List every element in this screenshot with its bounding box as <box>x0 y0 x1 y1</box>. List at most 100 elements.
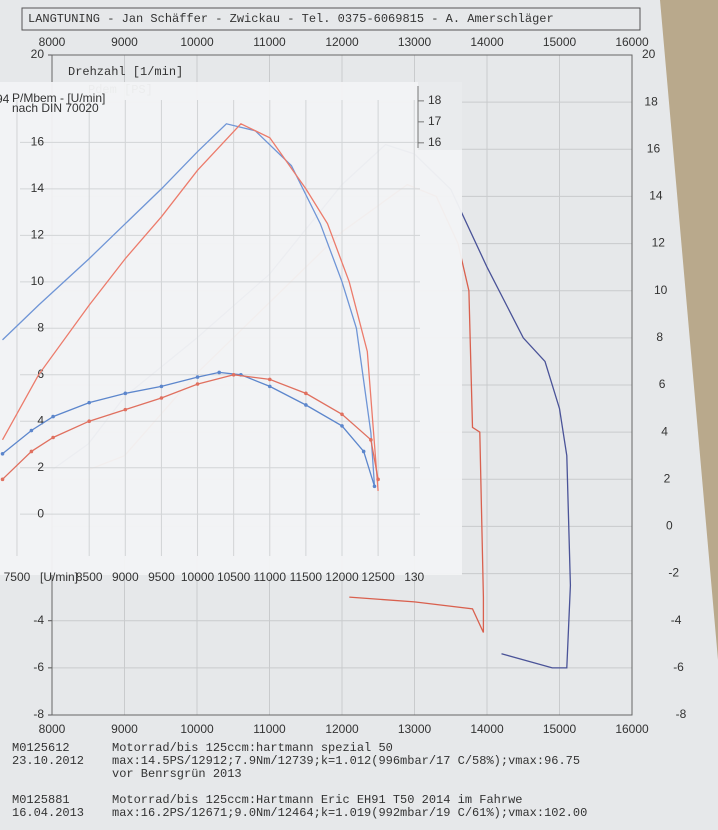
data-point <box>231 372 236 377</box>
data-point <box>195 375 200 379</box>
x-tick-label: 14000 <box>470 35 504 49</box>
x-tick-label: 10000 <box>180 722 214 736</box>
inset-norm: nach DIN 70020 <box>12 101 99 115</box>
data-point <box>340 412 344 417</box>
y2-tick-label: 12 <box>652 236 666 250</box>
data-point <box>29 449 34 454</box>
run-id: M0125612 <box>12 741 70 755</box>
inset-y-tick-label: 14 <box>31 181 45 195</box>
run-vehicle: Motorrad/bis 125ccm:Hartmann Eric EH91 T… <box>112 793 522 807</box>
header-box <box>21 7 641 31</box>
data-point <box>87 419 92 424</box>
data-point <box>195 382 200 386</box>
y2-tick-label: -8 <box>676 707 687 721</box>
inset-x-tick-label: 12000 <box>325 570 359 584</box>
run-max: max:14.5PS/12912;7.9Nm/12739;k=1.012(996… <box>112 754 580 768</box>
y2-tick-label: -2 <box>668 566 679 580</box>
data-point <box>217 370 222 375</box>
data-point <box>51 435 55 440</box>
y2-tick-label: -4 <box>671 613 682 627</box>
data-point <box>267 384 272 389</box>
y-tick-label: -6 <box>33 660 44 674</box>
x-tick-label: 11000 <box>253 35 286 49</box>
y2-tick-label: 0 <box>666 519 673 533</box>
y2-tick-label: 18 <box>644 94 658 108</box>
inset-x-tick-label: 10500 <box>217 570 251 584</box>
x-tick-label: 9000 <box>111 35 138 49</box>
x-tick-label: 9000 <box>111 722 138 736</box>
data-line <box>1 123 379 491</box>
inset-y-tick-label: 8 <box>37 320 44 334</box>
inset-legend: P/Mbem - [U/min] <box>12 91 105 105</box>
inset-y-tick-label: 0 <box>37 506 44 520</box>
data-point <box>340 424 344 428</box>
y2-tick-label: 8 <box>656 330 663 344</box>
x-tick-label: 16000 <box>615 35 649 49</box>
x-tick-label: 8000 <box>39 35 66 49</box>
run-date: 23.10.2012 <box>12 754 84 768</box>
inset-y-tick-label: 2 <box>37 460 44 474</box>
x-tick-label: 13000 <box>398 35 432 49</box>
inset-y-tick-label: 6 <box>37 367 44 381</box>
data-point <box>87 400 92 405</box>
run-note: vor Benrsgrün 2013 <box>112 767 242 781</box>
data-line <box>2 371 376 487</box>
inset-x-tick-label: 11000 <box>254 570 287 584</box>
data-point <box>123 391 128 396</box>
x-tick-label: 8000 <box>39 722 66 736</box>
y2-tick-label: -6 <box>673 660 684 674</box>
inset-y2-tick-label: 17 <box>428 114 442 128</box>
run-max: max:16.2PS/12671;9.0Nm/12464;k=1.019(992… <box>112 806 587 820</box>
inset-y-tick-label: 4 <box>37 413 44 427</box>
x-tick-label: 12000 <box>325 722 359 736</box>
y-tick-label: -8 <box>33 707 44 721</box>
y-tick-label: 20 <box>31 47 45 61</box>
inset-y-tick-label: 10 <box>31 274 45 288</box>
data-point <box>304 391 308 396</box>
data-point <box>159 384 164 389</box>
inset-y-tick-label: 16 <box>31 135 45 149</box>
inset-x-tick-label: 10000 <box>181 570 215 584</box>
data-point <box>369 438 373 442</box>
x-tick-label: 11000 <box>253 722 286 736</box>
data-point <box>29 428 34 433</box>
inset-y2-tick-label: 16 <box>428 135 442 149</box>
run-date: 16.04.2013 <box>12 806 84 820</box>
inset-x-tick-label: 12500 <box>361 570 395 584</box>
data-point <box>361 449 366 454</box>
data-line <box>2 123 376 487</box>
data-point <box>51 414 55 419</box>
y-tick-label: -4 <box>33 613 44 627</box>
inset-y-tick-label: 12 <box>31 228 45 242</box>
y2-tick-label: 20 <box>642 47 656 61</box>
inset-x-tick-label: 9500 <box>148 570 175 584</box>
inset-x-label: [U/min] <box>40 570 78 584</box>
x-tick-label: 13000 <box>398 722 432 736</box>
inset-x-tick-label: 8500 <box>76 570 103 584</box>
inset-x-tick-label: 9000 <box>112 570 139 584</box>
data-point <box>0 477 5 482</box>
inset-corner <box>418 82 462 150</box>
run-id: M0125881 <box>12 793 70 807</box>
x-tick-label: 12000 <box>325 35 359 49</box>
inset: 7500 8500 9000 9500 10000 10500 11000 11500 1200… <box>0 82 462 584</box>
data-point <box>372 484 377 489</box>
inset-x-tick-label: 11500 <box>290 570 323 584</box>
header: LANGTUNING - Jan Schäffer - Zwickau - Te… <box>28 12 554 26</box>
data-point <box>267 377 272 382</box>
data-point <box>304 403 308 407</box>
x-tick-label: 15000 <box>543 722 577 736</box>
y2-tick-label: 2 <box>664 471 671 485</box>
x-tick-label: 16000 <box>615 722 649 736</box>
y2-tick-label: 6 <box>659 377 666 391</box>
run-vehicle: Motorrad/bis 125ccm:hartmann spezial 50 <box>112 741 393 755</box>
data-point <box>159 396 164 400</box>
data-point <box>0 451 5 456</box>
data-point <box>376 477 380 482</box>
inset-x-tick-label: 130 <box>404 570 424 584</box>
inset-badge: 94 <box>0 92 10 106</box>
x-tick-label: 14000 <box>470 722 504 736</box>
x-axis-label: Drehzahl [1/min] <box>68 65 183 79</box>
